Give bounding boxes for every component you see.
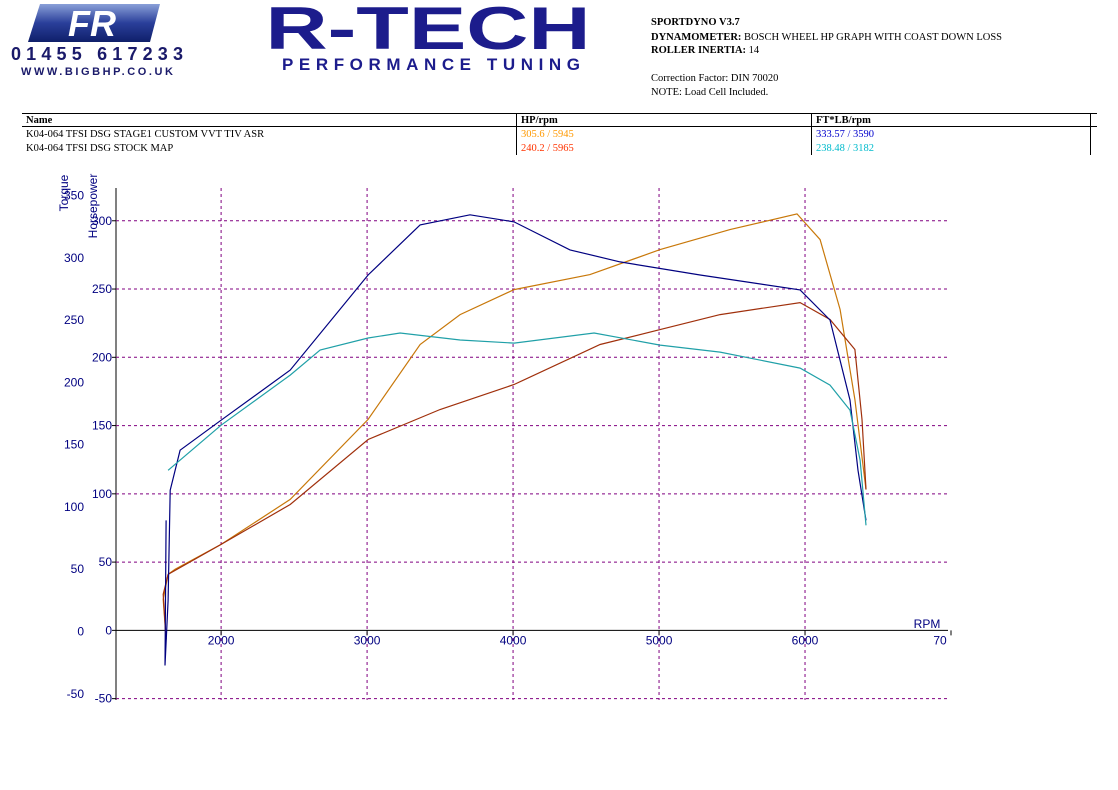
series-line <box>164 214 867 666</box>
info-line: SPORTDYNO V3.7 <box>651 17 740 28</box>
logo-mark: FR <box>68 3 116 44</box>
y2-tick-label: 300 <box>64 251 84 265</box>
info-text: BOSCH WHEEL HP GRAPH WITH COAST DOWN LOS… <box>744 32 1002 43</box>
series-line <box>162 301 867 640</box>
table-cell: 238.48 / 3182 <box>816 143 874 154</box>
y-tick-label: 100 <box>92 487 112 501</box>
y2-tick-label: -50 <box>67 687 85 701</box>
y-tick-label: 0 <box>105 623 112 637</box>
tagline: PERFORMANCE TUNING <box>282 55 580 74</box>
info-line: Correction Factor: DIN 70020 <box>651 73 778 84</box>
x-tick-label: 6000 <box>792 633 819 647</box>
table: Name HP/rpm FT*LB/rpm K04-064 TFSI DSG S… <box>26 115 874 154</box>
y-tick-label: 150 <box>92 419 112 433</box>
info: SPORTDYNO V3.7 DYNAMOMETER: BOSCH WHEEL … <box>651 17 1002 98</box>
table-cell: K04-064 TFSI DSG STOCK MAP <box>26 143 173 154</box>
y-tick-label: -50 <box>95 692 113 706</box>
y2-tick-label: 50 <box>71 562 85 576</box>
x-tick-label: 5000 <box>646 633 673 647</box>
table-cell: 333.57 / 3590 <box>816 129 874 140</box>
info-label: ROLLER INERTIA: <box>651 45 746 56</box>
y-tick-label: 300 <box>92 214 112 228</box>
table-cell: 305.6 / 5945 <box>521 129 574 140</box>
info-line: DYNAMOMETER: BOSCH WHEEL HP GRAPH WITH C… <box>651 32 1002 43</box>
y2-tick-label: 250 <box>64 313 84 327</box>
info-label: DYNAMOMETER: <box>651 32 741 43</box>
phone: 01455 617233 <box>11 44 183 64</box>
info-text: 14 <box>749 45 760 56</box>
y2-tick-label: 350 <box>64 188 84 202</box>
table-cell: K04-064 TFSI DSG STAGE1 CUSTOM VVT TIV A… <box>26 129 264 140</box>
x-tick-label: 2000 <box>208 633 235 647</box>
table-header: Name <box>26 115 53 126</box>
table-header: HP/rpm <box>521 115 558 126</box>
y2-axis-title: Torque <box>57 174 71 211</box>
y-tick-label: 50 <box>99 555 113 569</box>
y2-tick-label: 200 <box>64 375 84 389</box>
info-line: ROLLER INERTIA: 14 <box>651 45 760 56</box>
y2-tick-label: 0 <box>77 624 84 638</box>
x-tick-label: 4000 <box>500 633 527 647</box>
table-cell: 240.2 / 5965 <box>521 143 574 154</box>
x-axis-title: RPM <box>914 617 941 631</box>
table-header: FT*LB/rpm <box>816 115 871 126</box>
table-lines <box>22 113 1097 155</box>
series-line <box>167 332 867 526</box>
x-tick-label: 3000 <box>354 633 381 647</box>
y-axis-title: Horsepower <box>86 174 100 239</box>
y-tick-label: 200 <box>92 350 112 364</box>
website: WWW.BIGBHP.CO.UK <box>21 66 173 78</box>
series-line <box>162 213 867 640</box>
brand: R-TECH <box>266 0 591 62</box>
y-tick-label: 250 <box>92 282 112 296</box>
y2-tick-label: 150 <box>64 438 84 452</box>
x-tick-label: 70 <box>933 633 947 647</box>
logo-badge <box>28 4 160 42</box>
y2-tick-label: 100 <box>64 500 84 514</box>
info-line: NOTE: Load Cell Included. <box>651 87 768 98</box>
